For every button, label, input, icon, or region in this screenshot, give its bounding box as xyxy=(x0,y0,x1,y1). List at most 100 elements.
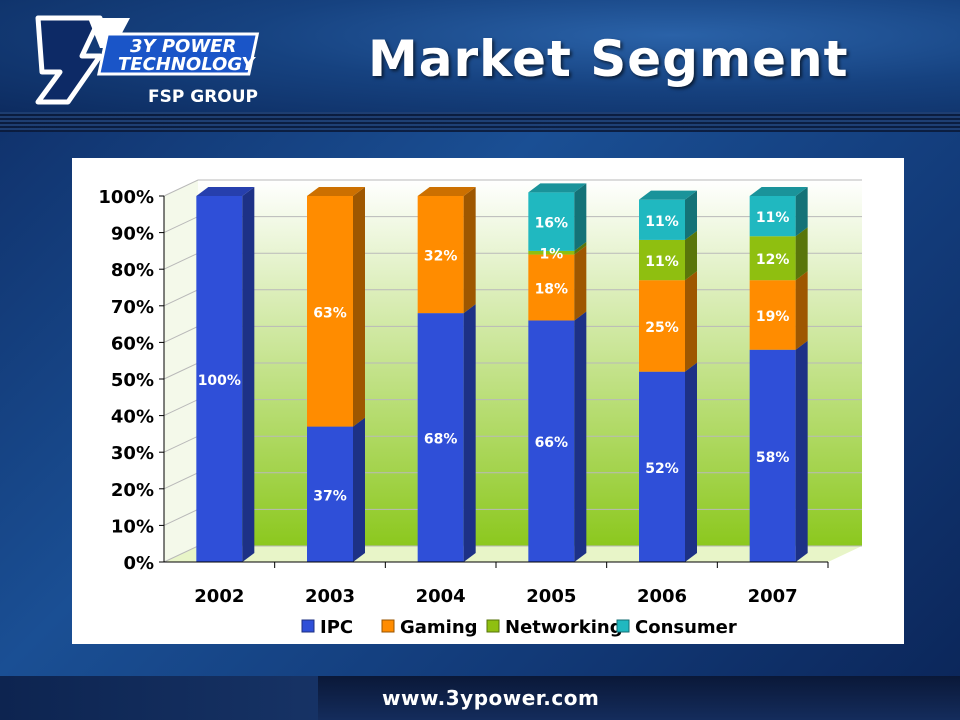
y-tick-label: 30% xyxy=(111,443,154,464)
bar-side xyxy=(685,362,697,562)
data-label: 37% xyxy=(313,488,347,504)
y-tick-label: 0% xyxy=(123,553,154,574)
bar-segment-ipc-2007 xyxy=(749,340,808,562)
legend-item-networking: Networking xyxy=(486,617,623,638)
y-tick-label: 20% xyxy=(111,480,154,501)
bar-side xyxy=(574,245,587,321)
bar-front xyxy=(417,313,464,562)
bar-side xyxy=(795,187,808,237)
data-label: 63% xyxy=(313,305,347,321)
data-label: 11% xyxy=(645,254,679,270)
bar-front xyxy=(307,426,353,562)
legend-item-gaming: Gaming xyxy=(381,617,478,638)
logo-text-line2: TECHNOLOGY xyxy=(118,54,256,75)
data-label: 100% xyxy=(198,373,241,389)
bar-side xyxy=(685,230,697,281)
bar-segment-gaming-2005 xyxy=(528,245,587,321)
data-label: 19% xyxy=(756,309,790,325)
legend-item-consumer: Consumer xyxy=(616,617,737,638)
bar-side xyxy=(574,183,587,251)
bar-top xyxy=(196,187,255,196)
bar-side xyxy=(574,241,587,255)
bar-segment-ipc-2006 xyxy=(639,362,697,562)
bar-segment-networking-2006 xyxy=(639,230,697,281)
footer-url: www.3ypower.com xyxy=(382,686,600,710)
bar-front xyxy=(528,320,575,562)
bar-segment-gaming-2003 xyxy=(307,187,365,427)
gridline xyxy=(163,179,862,197)
bar-segment-consumer-2005 xyxy=(528,183,587,251)
data-label: 11% xyxy=(645,214,679,230)
data-label: 32% xyxy=(424,249,458,265)
bar-front xyxy=(307,196,353,427)
legend-swatch xyxy=(486,619,500,633)
bar-front xyxy=(639,239,685,281)
data-label: 18% xyxy=(535,282,569,298)
bar-side xyxy=(795,227,808,281)
company-logo: 3Y POWER TECHNOLOGY FSP GROUP xyxy=(35,15,260,107)
legend-label: Gaming xyxy=(400,617,478,638)
bar-top xyxy=(417,187,476,196)
x-tick-label: 2002 xyxy=(194,586,244,607)
bar-front xyxy=(639,371,685,562)
bar-top xyxy=(639,190,697,200)
stacked-bar-chart: 100% 37% 63% 68% 32% 66% 18% 1% 16% 52% 25% 11% 11% 5… xyxy=(98,179,862,638)
bar-front xyxy=(749,236,796,281)
x-tick-label: 2007 xyxy=(748,586,798,607)
data-label: 1% xyxy=(539,247,563,263)
y-tick-label: 10% xyxy=(111,516,154,537)
logo-text-line1: 3Y POWER xyxy=(130,36,236,57)
bar-side xyxy=(353,187,365,427)
bar-segment-ipc-2003 xyxy=(307,417,365,562)
bar-segment-ipc-2004 xyxy=(417,304,476,562)
bar-segment-ipc-2005 xyxy=(528,311,587,562)
bar-segment-consumer-2007 xyxy=(749,187,808,237)
page-title: Market Segment xyxy=(368,30,849,88)
bar-segment-gaming-2006 xyxy=(639,271,697,372)
y-tick-label: 100% xyxy=(98,187,154,208)
y-tick-label: 40% xyxy=(111,407,154,428)
bar-side xyxy=(463,304,476,562)
bar-front xyxy=(417,196,464,314)
bar-segment-ipc-2002 xyxy=(196,187,255,562)
bar-front xyxy=(749,280,796,350)
bar-side xyxy=(795,340,808,562)
data-label: 58% xyxy=(756,450,790,466)
x-tick-label: 2006 xyxy=(637,586,687,607)
bar-front xyxy=(528,192,575,251)
legend-label: IPC xyxy=(320,617,353,638)
bar-front xyxy=(528,250,575,255)
y-tick-label: 80% xyxy=(111,260,154,281)
legend-label: Consumer xyxy=(635,617,737,638)
x-tick-label: 2005 xyxy=(526,586,576,607)
legend-item-ipc: IPC xyxy=(301,617,353,638)
bar-top xyxy=(307,187,365,196)
bar-front xyxy=(749,196,796,237)
bar-segment-consumer-2006 xyxy=(639,190,697,240)
data-label: 16% xyxy=(535,216,569,232)
bar-side xyxy=(574,311,587,562)
y-tick-label: 50% xyxy=(111,370,154,391)
bar-front xyxy=(639,280,685,372)
bar-front xyxy=(639,199,685,240)
footer-tab xyxy=(318,676,960,720)
bar-side xyxy=(242,187,255,562)
bar-side xyxy=(795,271,808,350)
legend-swatch xyxy=(381,619,395,633)
bar-front xyxy=(528,254,575,321)
data-label: 66% xyxy=(535,435,569,451)
data-label: 11% xyxy=(756,210,790,226)
legend-swatch xyxy=(301,619,315,633)
bar-side xyxy=(463,187,476,314)
chart-panel: 100% 37% 63% 68% 32% 66% 18% 1% 16% 52% 25% 11% 11% 5… xyxy=(72,158,904,644)
bar-top xyxy=(528,183,587,193)
bar-side xyxy=(685,190,697,240)
bar-segment-gaming-2004 xyxy=(417,187,476,314)
header-stripe xyxy=(0,112,960,132)
data-label: 12% xyxy=(756,252,790,268)
y-tick-label: 60% xyxy=(111,333,154,354)
bar-side xyxy=(353,417,365,562)
bar-side xyxy=(685,271,697,372)
bar-top xyxy=(749,187,808,196)
legend-swatch xyxy=(616,619,630,633)
